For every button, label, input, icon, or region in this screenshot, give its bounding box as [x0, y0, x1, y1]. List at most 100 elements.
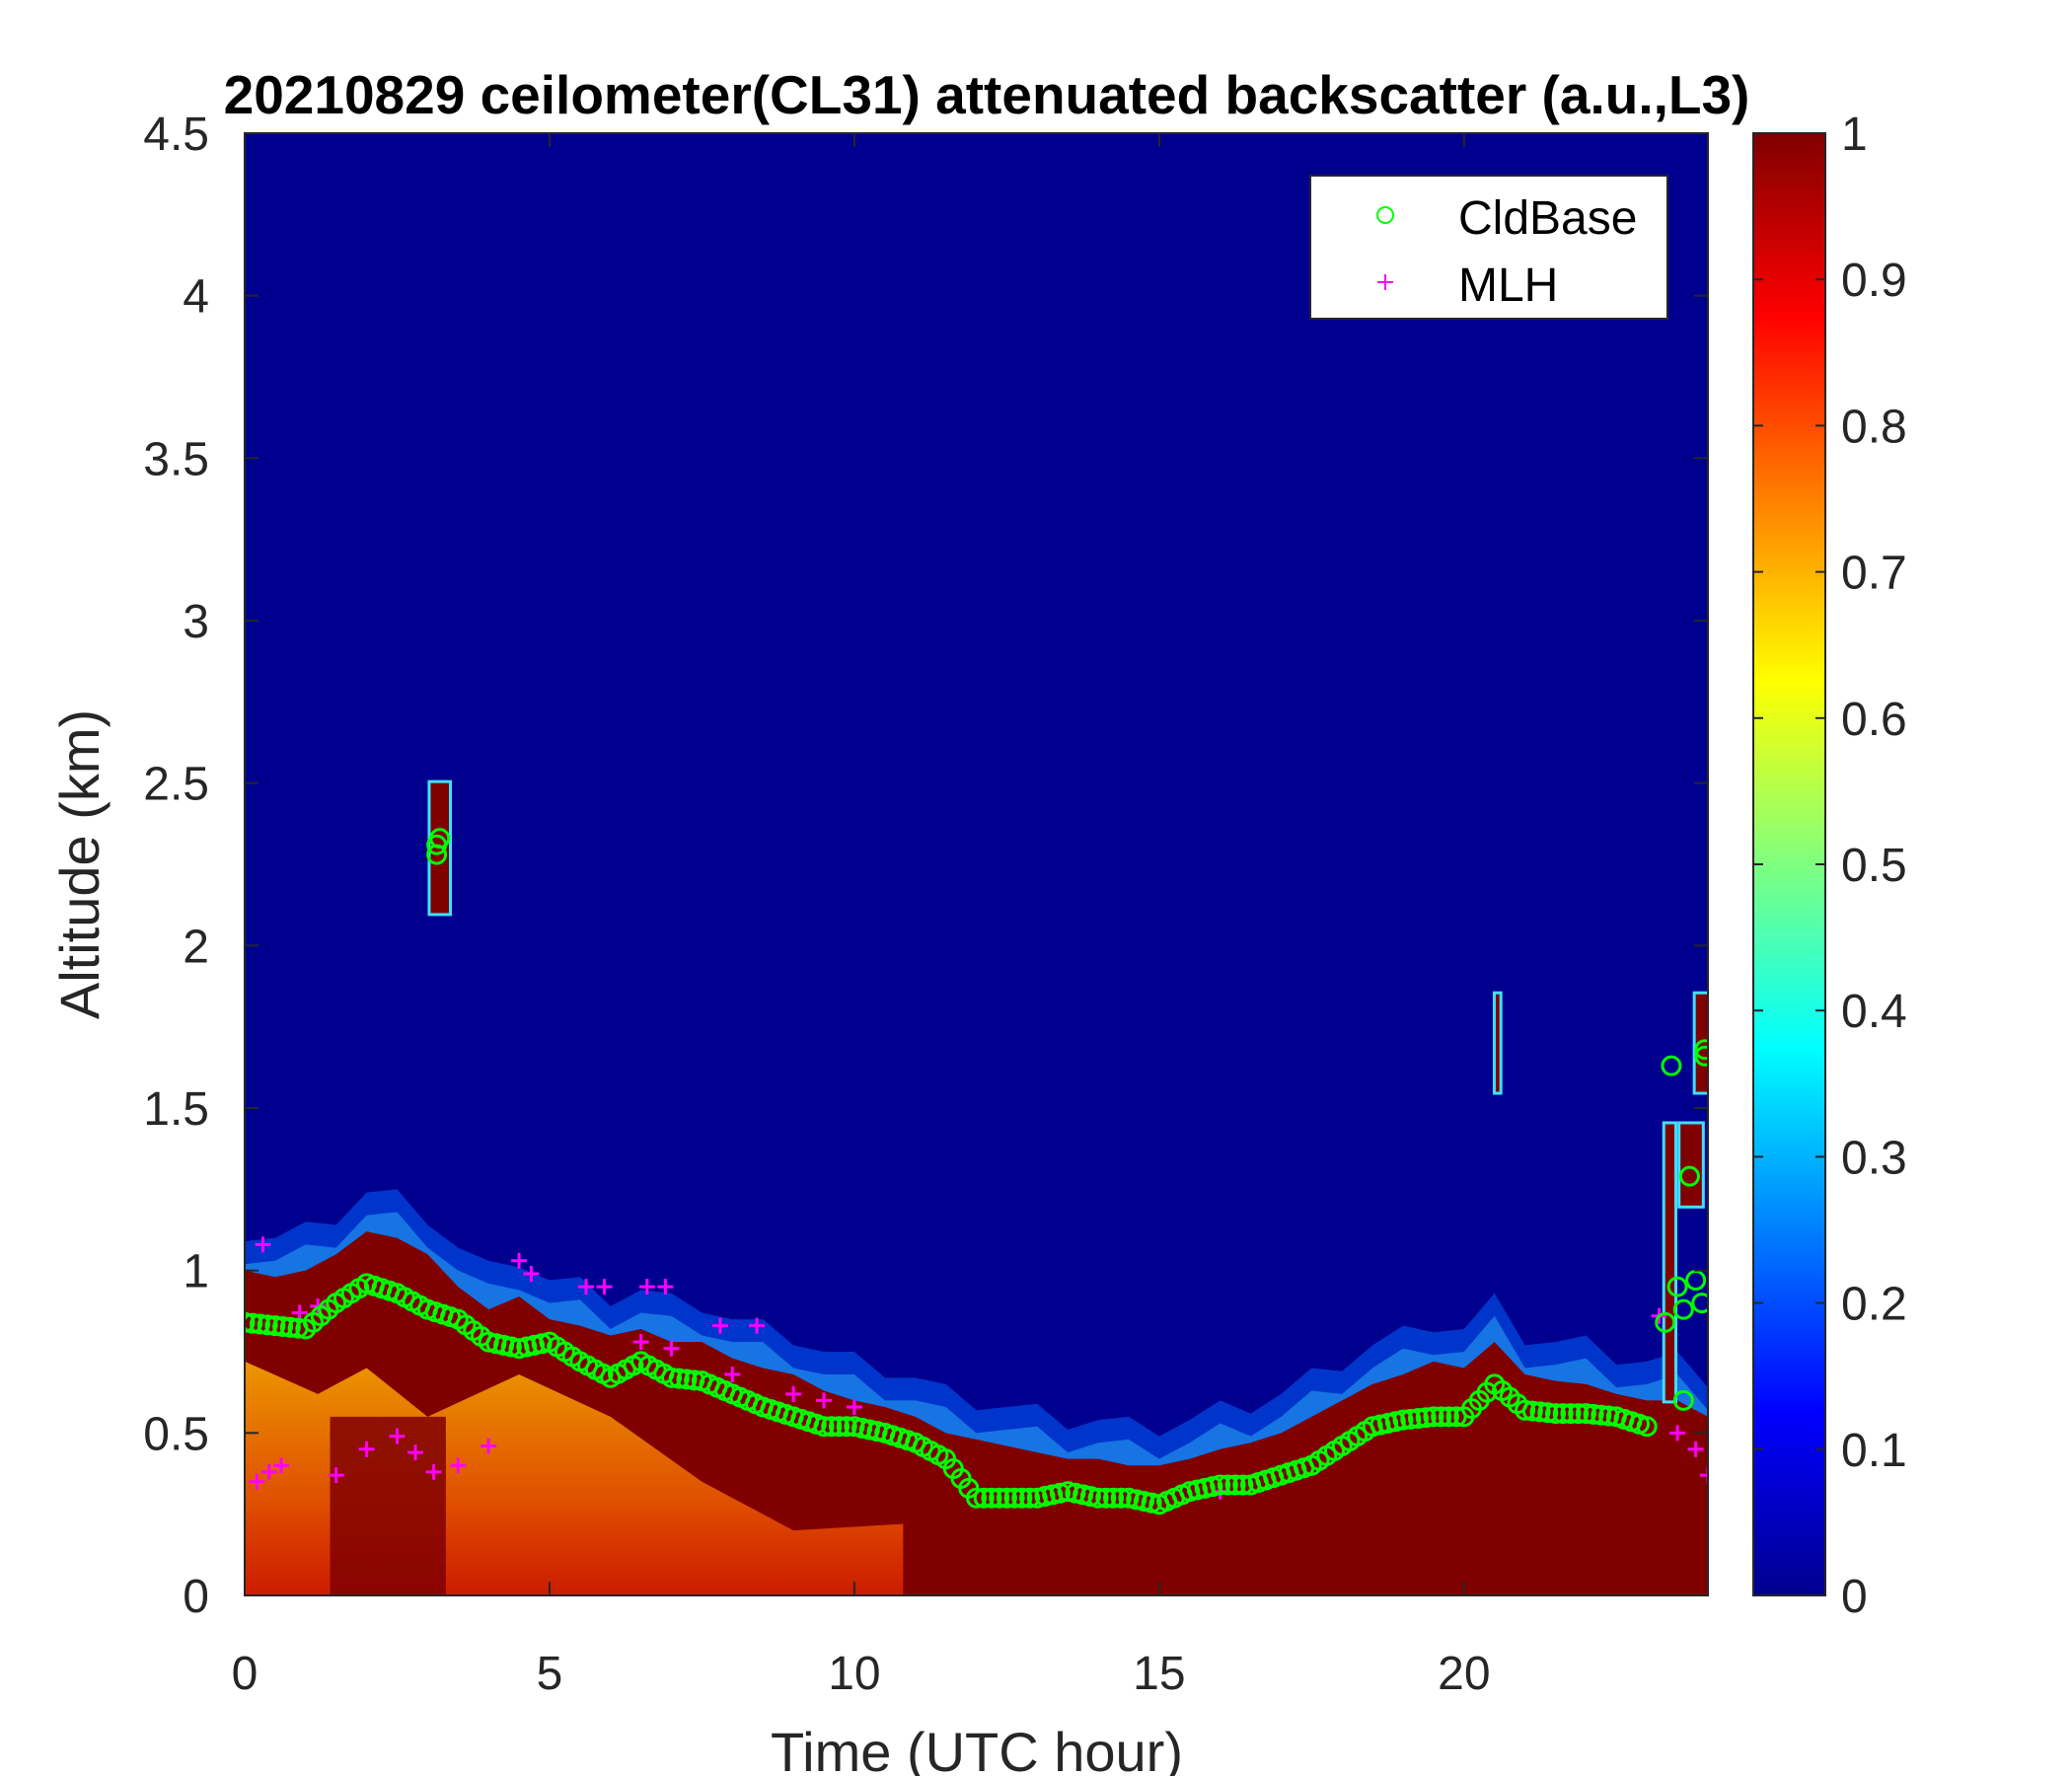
cldbase-point	[1377, 1412, 1399, 1434]
cldbase-series	[245, 828, 1708, 1516]
cldbase-point	[531, 1333, 553, 1355]
cldbase-point	[257, 1314, 278, 1336]
mlh-point	[638, 1279, 655, 1295]
cldbase-point	[1133, 1490, 1154, 1512]
cldbase-point	[1210, 1474, 1231, 1496]
cldbase-point	[1431, 1406, 1452, 1428]
cldbase-point	[1103, 1487, 1125, 1509]
colorbar-tick-label: 0.3	[1841, 1132, 1907, 1184]
legend-box	[1309, 175, 1668, 320]
cldbase-point	[1568, 1403, 1590, 1425]
cldbase-point	[836, 1416, 857, 1438]
cldbase-point	[821, 1416, 843, 1438]
cldbase-point	[958, 1477, 980, 1499]
colorbar-tick-label: 0.6	[1841, 694, 1907, 746]
plot-area	[245, 133, 1708, 1595]
cldbase-point	[1141, 1492, 1162, 1514]
cldbase-point	[561, 1346, 583, 1368]
colorbar: 0 0.1 0.2 0.3 0.4 0.5 0.6 0.7 0.8 0.9 1	[1752, 109, 1907, 1623]
cldbase-point	[429, 828, 451, 850]
colorbar-ticks: 0 0.1 0.2 0.3 0.4 0.5 0.6 0.7 0.8 0.9 1	[1753, 109, 1907, 1623]
x-tick-label: 5	[537, 1648, 563, 1700]
cldbase-point	[1034, 1486, 1056, 1508]
cldbase-point	[1672, 1389, 1694, 1411]
colorbar-tick-label: 0.9	[1841, 255, 1907, 307]
cldbase-point	[485, 1333, 507, 1355]
cldbase-point	[508, 1338, 530, 1360]
cldbase-point	[1678, 1165, 1700, 1187]
cldbase-point	[1694, 1045, 1708, 1067]
cldbase-point	[1537, 1402, 1559, 1424]
y-tick-label: 3	[183, 596, 209, 648]
mlh-series	[249, 1236, 1708, 1500]
cldbase-point	[1655, 1311, 1676, 1333]
mlh-point	[260, 1463, 277, 1480]
legend: CldBase MLH	[1309, 175, 1668, 320]
cldbase-point	[1057, 1481, 1078, 1503]
y-tick-label: 0	[183, 1571, 209, 1623]
cldbase-point	[1095, 1487, 1117, 1509]
legend-mlh-marker	[1377, 274, 1393, 290]
cldbase-point	[844, 1416, 865, 1438]
cldbase-point	[249, 1313, 270, 1335]
colorbar-tick-label: 0	[1841, 1571, 1868, 1623]
cldbase-point	[668, 1368, 690, 1389]
y-tick-label: 1.5	[143, 1083, 209, 1136]
cldbase-point	[1110, 1487, 1132, 1509]
cldbase-point	[981, 1487, 1002, 1509]
cldbase-point	[245, 1311, 256, 1333]
x-axis: 0 5 10 15 20	[232, 133, 1491, 1700]
mlh-point	[578, 1279, 595, 1295]
mlh-point	[846, 1398, 862, 1415]
cldbase-point	[1202, 1476, 1223, 1498]
cldbase-point	[1407, 1408, 1429, 1430]
cldbase-point	[1552, 1403, 1574, 1425]
colorbar-tick-label: 0.8	[1841, 401, 1907, 453]
y-tick-label: 3.5	[143, 433, 209, 485]
mlh-point	[749, 1317, 766, 1334]
colorbar-tick-label: 1	[1841, 109, 1868, 161]
mlh-point	[663, 1340, 680, 1357]
y-tick-label: 4	[183, 271, 209, 324]
cldbase-point	[1073, 1484, 1094, 1506]
y-tick-label: 0.5	[143, 1408, 209, 1460]
cldbase-point	[348, 1278, 370, 1299]
legend-cldbase-marker	[1376, 206, 1394, 224]
cldbase-point	[1666, 1276, 1688, 1297]
cldbase-point	[245, 1312, 263, 1334]
mlh-point	[657, 1279, 674, 1295]
cldbase-point	[1186, 1479, 1208, 1501]
plot-frame	[244, 132, 1709, 1596]
cloud-feature	[1680, 1124, 1702, 1206]
mlh-point	[328, 1467, 344, 1484]
chart-title: 20210829 ceilometer(CL31) attenuated bac…	[224, 64, 1750, 125]
mlh-point	[255, 1236, 271, 1253]
cldbase-point	[996, 1487, 1017, 1509]
y-tick-label: 2	[183, 921, 209, 973]
colorbar-tick-label: 0.2	[1841, 1279, 1907, 1331]
cldbase-point	[493, 1334, 515, 1356]
cldbase-point	[1065, 1482, 1086, 1504]
cloud-feature	[1665, 1124, 1675, 1401]
cldbase-point	[1438, 1406, 1459, 1428]
mlh-point	[481, 1438, 497, 1454]
cldbase-point	[1224, 1474, 1246, 1496]
cldbase-point	[989, 1487, 1010, 1509]
cldbase-point	[1672, 1298, 1694, 1320]
cldbase-point	[516, 1336, 538, 1358]
cldbase-point	[1560, 1403, 1582, 1425]
cldbase-point	[1369, 1414, 1391, 1436]
cldbase-point	[1011, 1487, 1033, 1509]
cldbase-point	[1003, 1487, 1025, 1509]
colorbar-tick-label: 0.5	[1841, 840, 1907, 892]
mlh-point	[407, 1444, 424, 1461]
x-tick-label: 10	[828, 1648, 880, 1700]
cldbase-point	[279, 1316, 301, 1338]
mlh-point	[425, 1463, 442, 1480]
x-tick-label: 0	[232, 1648, 259, 1700]
cldbase-point	[264, 1315, 286, 1337]
backscatter-field	[245, 1189, 1708, 1595]
cldbase-point	[623, 1355, 644, 1376]
cldbase-point	[1079, 1486, 1101, 1508]
colorbar-tick-label: 0.1	[1841, 1425, 1907, 1477]
